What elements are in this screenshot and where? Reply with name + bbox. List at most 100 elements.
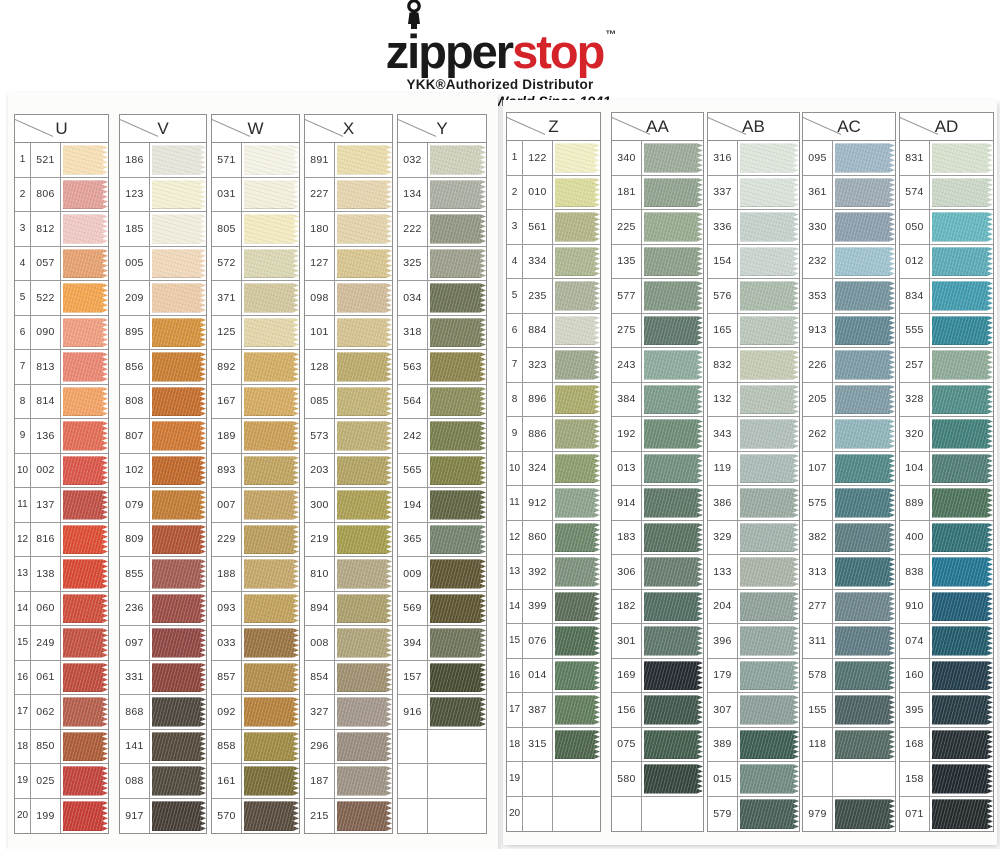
color-row: 008 bbox=[305, 626, 392, 661]
color-code: 032 bbox=[398, 143, 428, 177]
zipper-tape-swatch bbox=[244, 628, 299, 658]
color-code: 396 bbox=[708, 624, 738, 658]
zipper-tape-swatch bbox=[740, 799, 799, 830]
swatch-area bbox=[335, 315, 392, 349]
swatch-area bbox=[61, 729, 108, 763]
zipper-tape-swatch bbox=[430, 318, 486, 348]
color-row: 328 bbox=[900, 382, 993, 417]
zipper-tape-swatch bbox=[152, 249, 206, 279]
swatch-area bbox=[930, 348, 993, 382]
swatch-area bbox=[150, 281, 206, 315]
zipper-tape-swatch bbox=[835, 454, 895, 484]
zipper-tape-swatch bbox=[932, 557, 993, 587]
color-row: 565 bbox=[398, 453, 486, 488]
zipper-tape-swatch bbox=[740, 316, 799, 346]
zipper-tape-swatch bbox=[740, 212, 799, 242]
color-code: 577 bbox=[612, 279, 642, 313]
color-code: 858 bbox=[212, 729, 242, 763]
color-row: 12 860 bbox=[507, 520, 600, 555]
swatch-area bbox=[642, 141, 703, 175]
color-row: 868 bbox=[120, 695, 206, 730]
swatch-area bbox=[242, 660, 299, 694]
color-row: 209 bbox=[120, 281, 206, 316]
swatch-area bbox=[335, 453, 392, 487]
color-code: 101 bbox=[305, 315, 335, 349]
swatch-area bbox=[61, 315, 108, 349]
color-code: 324 bbox=[523, 451, 553, 485]
color-row: 161 bbox=[212, 764, 299, 799]
zipper-tape-swatch bbox=[555, 626, 600, 656]
swatch-area bbox=[150, 177, 206, 211]
color-row bbox=[398, 798, 486, 833]
swatch-area bbox=[428, 729, 486, 763]
color-code: 325 bbox=[398, 246, 428, 280]
row-number: 7 bbox=[15, 350, 31, 384]
swatch-area bbox=[242, 522, 299, 556]
swatch-area bbox=[833, 279, 895, 313]
color-row: 579 bbox=[708, 796, 799, 831]
color-code: 034 bbox=[398, 281, 428, 315]
color-row: 097 bbox=[120, 626, 206, 661]
swatch-area bbox=[833, 486, 895, 520]
color-row: 7 323 bbox=[507, 348, 600, 383]
color-code: 564 bbox=[398, 384, 428, 418]
color-code: 085 bbox=[305, 384, 335, 418]
color-code: 387 bbox=[523, 693, 553, 727]
color-column-Y: Y 032 134 222 325 034 318 563 564 242 565 194 365 009… bbox=[397, 114, 487, 834]
color-code: 855 bbox=[120, 557, 150, 591]
color-code: 186 bbox=[120, 143, 150, 177]
zipper-tape-swatch bbox=[835, 316, 895, 346]
color-code: 575 bbox=[803, 486, 833, 520]
color-row: 577 bbox=[612, 279, 703, 314]
swatch-area bbox=[738, 417, 799, 451]
color-code: 155 bbox=[803, 693, 833, 727]
color-code: 189 bbox=[212, 419, 242, 453]
zipper-tape-swatch bbox=[152, 352, 206, 382]
color-row: 1 122 bbox=[507, 141, 600, 176]
color-code: 002 bbox=[31, 453, 61, 487]
color-code: 222 bbox=[398, 212, 428, 246]
row-number: 5 bbox=[15, 281, 31, 315]
zipper-tape-swatch bbox=[740, 143, 799, 173]
zipper-tape-swatch bbox=[337, 249, 392, 279]
zipper-tape-swatch bbox=[644, 764, 703, 794]
zipper-tape-swatch bbox=[555, 454, 600, 484]
color-code: 033 bbox=[212, 626, 242, 660]
swatch-area bbox=[833, 382, 895, 416]
color-row: 311 bbox=[803, 624, 895, 659]
color-code: 914 bbox=[612, 486, 642, 520]
color-row: 343 bbox=[708, 417, 799, 452]
swatch-area bbox=[335, 557, 392, 591]
swatch-area bbox=[642, 727, 703, 761]
color-row: 071 bbox=[900, 796, 993, 831]
color-code: 343 bbox=[708, 417, 738, 451]
color-code: 257 bbox=[900, 348, 930, 382]
color-row: 807 bbox=[120, 419, 206, 454]
color-row: 232 bbox=[803, 244, 895, 279]
color-chart-panel-right: Z 1 122 2 010 3 561 4 334 5 235 6 884 7 323 8 896 9 886 10 3… bbox=[503, 100, 997, 845]
color-code: 188 bbox=[212, 557, 242, 591]
zipper-tape-swatch bbox=[152, 594, 206, 624]
zipper-tape-swatch bbox=[152, 801, 206, 832]
row-number: 17 bbox=[15, 695, 31, 729]
color-code: 813 bbox=[31, 350, 61, 384]
color-row: 11 137 bbox=[15, 488, 108, 523]
zipper-tape-swatch bbox=[430, 283, 486, 313]
color-code: 235 bbox=[523, 279, 553, 313]
swatch-area bbox=[242, 212, 299, 246]
zipper-tape-swatch bbox=[244, 490, 299, 520]
swatch-area bbox=[428, 626, 486, 660]
zipper-tape-swatch bbox=[63, 663, 108, 693]
color-row: 079 bbox=[120, 488, 206, 523]
color-code: 850 bbox=[31, 729, 61, 763]
zipper-tape-swatch bbox=[430, 387, 486, 417]
swatch-area bbox=[642, 313, 703, 347]
swatch-area bbox=[242, 281, 299, 315]
color-row: 838 bbox=[900, 555, 993, 590]
color-code: 165 bbox=[708, 313, 738, 347]
zipper-tape-swatch bbox=[337, 663, 392, 693]
color-code bbox=[803, 762, 833, 796]
color-code: 013 bbox=[612, 451, 642, 485]
zipper-tape-swatch bbox=[835, 626, 895, 656]
